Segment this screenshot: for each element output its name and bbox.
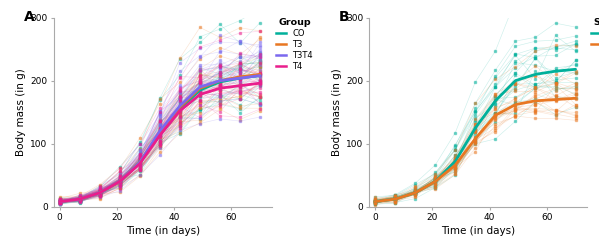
Legend: F, M: F, M [591, 18, 599, 49]
Text: B: B [339, 10, 350, 24]
X-axis label: Time (in days): Time (in days) [126, 226, 200, 236]
Y-axis label: Body mass (in g): Body mass (in g) [332, 68, 342, 156]
Text: A: A [23, 10, 34, 24]
X-axis label: Time (in days): Time (in days) [441, 226, 515, 236]
Y-axis label: Body mass (in g): Body mass (in g) [16, 68, 26, 156]
Legend: CO, T3, T3T4, T4: CO, T3, T3T4, T4 [276, 18, 313, 71]
